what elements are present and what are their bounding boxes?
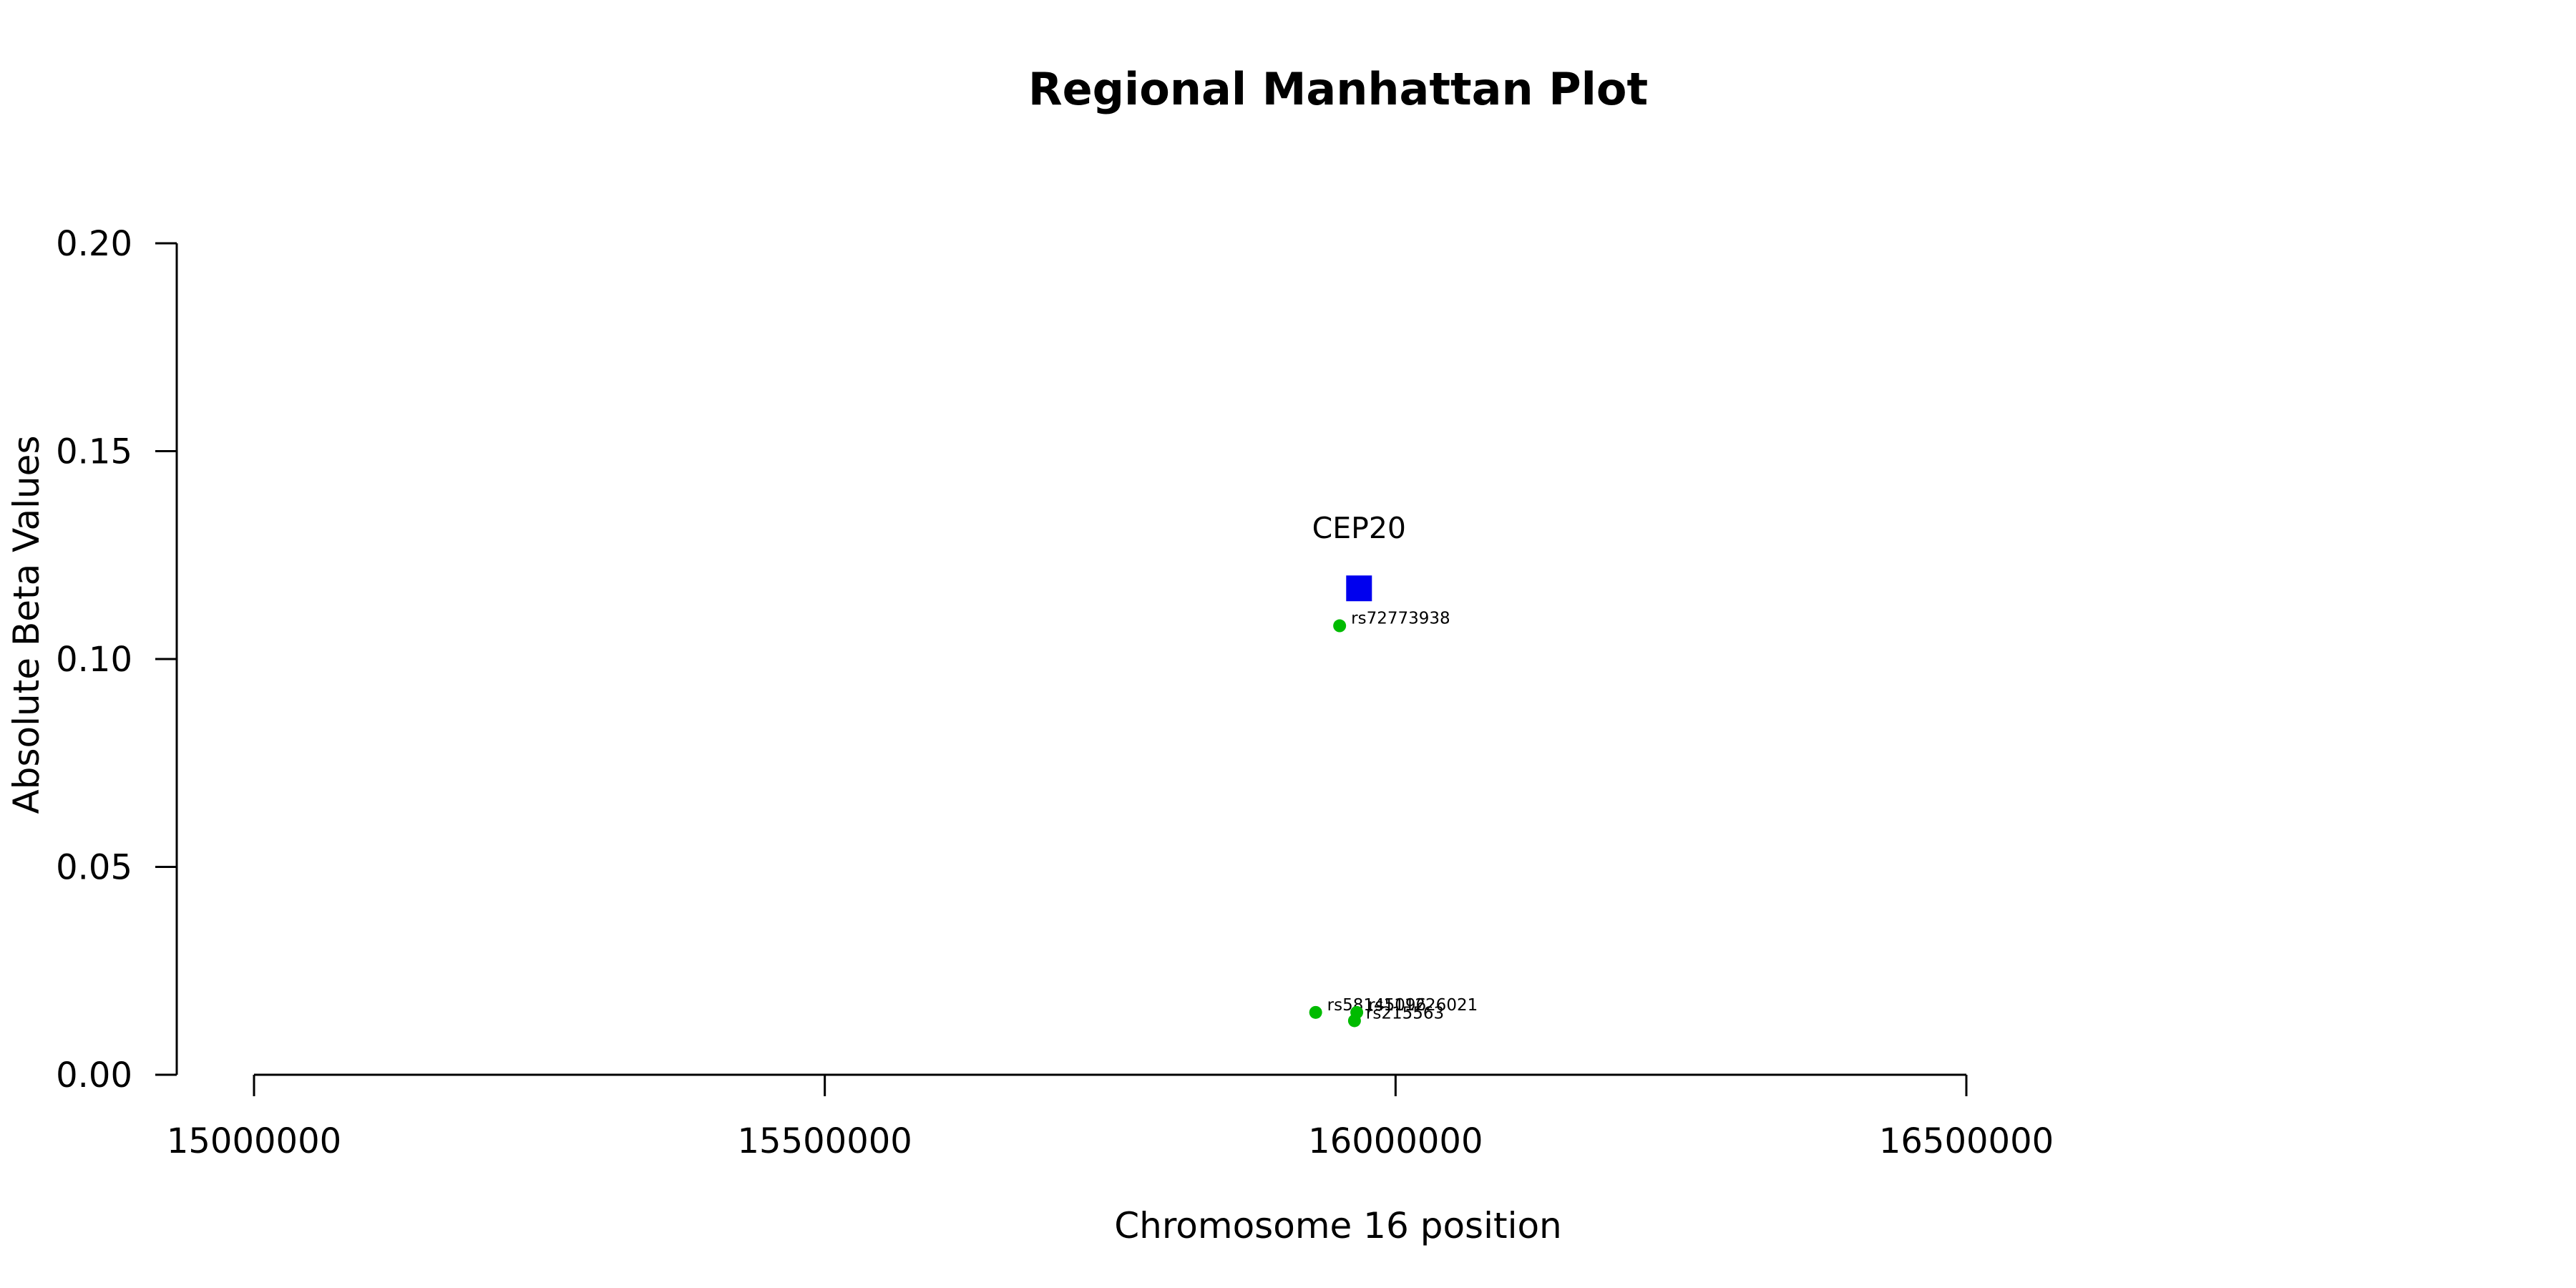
y-axis: 0.00 0.05 0.10 0.15 0.20: [56, 224, 178, 1096]
snp-label: rs111226021: [1368, 996, 1478, 1015]
gene-label: CEP20: [1312, 511, 1406, 545]
snp-label: rs215563: [1366, 1004, 1444, 1023]
chart-title: Regional Manhattan Plot: [1028, 63, 1648, 115]
y-tick-label: 0.10: [56, 640, 132, 680]
y-tick-label: 0.00: [56, 1055, 132, 1096]
snp-label: rs58145096: [1327, 996, 1427, 1015]
y-tick-label: 0.15: [56, 432, 132, 472]
snp-point-rs215563: [1347, 1014, 1361, 1028]
x-tick-label: 15000000: [167, 1121, 341, 1161]
y-axis-label: Absolute Beta Values: [6, 436, 47, 814]
snp-point-rs72773938: [1333, 619, 1347, 633]
y-tick-label: 0.20: [56, 224, 132, 264]
snp-point-rs58145096: [1309, 1005, 1322, 1019]
y-tick-label: 0.05: [56, 848, 132, 888]
gene-marker-cep20: [1346, 575, 1372, 602]
x-axis-label: Chromosome 16 position: [1114, 1205, 1562, 1246]
snp-label: rs72773938: [1351, 610, 1450, 628]
plot-marks: CEP20 rs72773938 rs58145096rs111226021rs21…: [1309, 511, 1478, 1028]
x-tick-label: 16000000: [1308, 1121, 1483, 1161]
x-axis: 15000000 15500000 16000000 16500000: [167, 1073, 2054, 1161]
x-tick-label: 15500000: [738, 1121, 912, 1161]
x-tick-label: 16500000: [1879, 1121, 2054, 1161]
